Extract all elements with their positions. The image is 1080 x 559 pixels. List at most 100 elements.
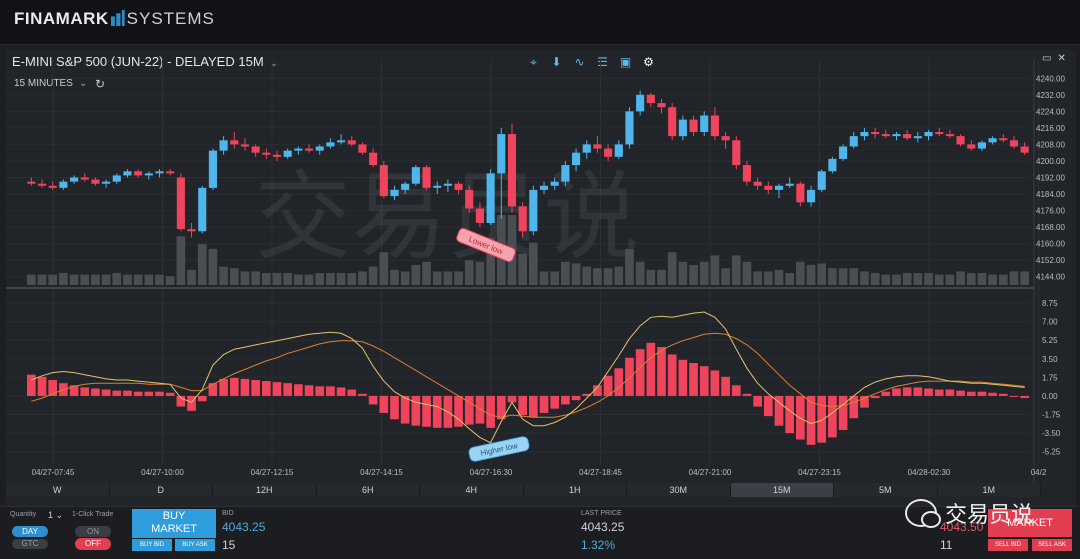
volume-bar (272, 273, 282, 285)
timeframe-4h[interactable]: 4H (420, 483, 524, 497)
histogram-bar (144, 391, 154, 396)
volume-bar (315, 273, 325, 285)
oscillator-axis: 8.75 7.00 5.25 3.50 1.75 0.00 -1.75 -3.50 -5.25 (1042, 299, 1061, 457)
candle-body (999, 138, 1008, 141)
price-tick-label: 4160.00 (1036, 240, 1065, 249)
volume-bar (475, 261, 485, 285)
candle-body (315, 146, 324, 151)
histogram-bar (1009, 395, 1019, 397)
histogram-bar (475, 395, 485, 424)
buy-bid-button[interactable]: BUY BID (132, 539, 172, 551)
volume-bar (101, 274, 111, 285)
candle-body (326, 142, 335, 147)
histogram-bar (283, 383, 293, 396)
tif-gtc-toggle[interactable]: GTC (12, 539, 48, 549)
histogram-bar (422, 395, 431, 427)
candle-body (871, 132, 880, 135)
chart-canvas[interactable]: 交易员说 4240.00 4232.00 4224.00 4216.00 4208.00… (0, 0, 1080, 506)
fast-line (31, 311, 1025, 444)
volume-bar (432, 271, 442, 285)
buy-market-button[interactable]: BUY MARKET (132, 509, 216, 538)
timeframe-5m[interactable]: 5M (834, 483, 938, 497)
volume-bar (614, 266, 624, 285)
candle-body (70, 177, 79, 182)
candle-body (251, 146, 260, 153)
candle-body (710, 115, 719, 137)
candle-body (935, 132, 944, 135)
sell-ask-button[interactable]: SELL ASK (1032, 539, 1072, 551)
candle-body (806, 189, 816, 203)
volume-bar (806, 265, 816, 285)
minimize-icon[interactable]: ▭ (1042, 53, 1052, 64)
timeframe-30m[interactable]: 30M (627, 483, 731, 497)
histogram-bar (593, 385, 602, 396)
volume-bar (411, 265, 421, 285)
candle-body (507, 134, 517, 207)
volume-bar (187, 269, 196, 285)
volume-bar (1009, 271, 1019, 285)
histogram-bar (571, 395, 581, 401)
volume-bar (721, 268, 730, 285)
refresh-icon[interactable]: ↻ (95, 77, 106, 91)
timeframe-15m[interactable]: 15M (730, 483, 834, 497)
chart-title[interactable]: E-MINI S&P 500 (JUN-22) - DELAYED 15M ⌄ (12, 54, 279, 69)
candle-body (1009, 140, 1019, 147)
histogram-bar (48, 380, 58, 396)
timeframe-w[interactable]: W (6, 483, 110, 497)
calendar-icon[interactable]: ▣ (619, 55, 632, 69)
timeframe-1m[interactable]: 1M (938, 483, 1041, 497)
candle-body (337, 140, 346, 143)
histogram-bar (432, 395, 442, 428)
candle-body (967, 144, 976, 149)
histogram-bar (561, 395, 570, 405)
histogram-bar (326, 386, 335, 396)
volume-bar (197, 244, 207, 285)
buy-ask-button[interactable]: BUY ASK (175, 539, 215, 551)
layers-icon[interactable]: ☰ (597, 55, 608, 69)
timeframe-6h[interactable]: 6H (317, 483, 420, 497)
chevron-down-icon[interactable]: ⌄ (78, 78, 88, 89)
quantity-select[interactable]: 1 ⌄ (48, 510, 64, 520)
interval-select[interactable]: 15 MINUTES ⌄ (14, 78, 88, 89)
timeframe-1h[interactable]: 1H (524, 483, 627, 497)
histogram-bar (69, 385, 79, 396)
marker-icon[interactable]: ⬇ (551, 55, 562, 69)
volume-bar (731, 255, 741, 285)
histogram-bar (838, 395, 848, 430)
histogram-bar (358, 393, 367, 396)
candle-body (37, 183, 47, 186)
volume-bar (561, 261, 570, 285)
candle-body (849, 136, 858, 147)
gear-icon[interactable]: ⚙ (643, 55, 654, 69)
one-click-on-toggle[interactable]: ON (75, 526, 111, 537)
volume-bar (956, 271, 965, 285)
close-icon[interactable]: ✕ (1057, 53, 1066, 64)
volume-bar (59, 273, 68, 285)
crosshair-icon[interactable]: ⌖ (530, 55, 537, 69)
histogram-bar (774, 395, 784, 426)
histogram-bar (657, 347, 666, 396)
candle-body (550, 181, 559, 186)
oscillator-tick-label: -5.25 (1042, 448, 1061, 457)
sell-market-button[interactable]: MARKET (988, 509, 1072, 537)
timeframe-12h[interactable]: 12H (213, 483, 317, 497)
ask-price: 4043.50 (940, 520, 984, 534)
one-click-off-toggle[interactable]: OFF (75, 538, 111, 550)
histogram-bar (742, 393, 752, 396)
timeframe-d[interactable]: D (110, 483, 213, 497)
volume-bar (261, 273, 271, 285)
last-price: 4043.25 (581, 520, 625, 534)
indicator-icon[interactable]: ∿ (574, 55, 585, 69)
tif-day-toggle[interactable]: DAY (12, 526, 48, 537)
last-price-label: LAST PRICE (581, 510, 622, 517)
watermark: 交易员说 (255, 161, 639, 273)
top-bar: FINAMARK SYSTEMS (0, 0, 1080, 45)
chevron-down-icon[interactable]: ⌄ (269, 58, 279, 69)
volume-bar (838, 268, 848, 285)
histogram-bar (272, 382, 282, 396)
volume-bar (283, 273, 293, 285)
time-tick-label: 04/2 (1031, 468, 1047, 477)
volume-bar (486, 237, 495, 285)
candle-body (401, 183, 410, 190)
sell-bid-button[interactable]: SELL BID (988, 539, 1028, 551)
